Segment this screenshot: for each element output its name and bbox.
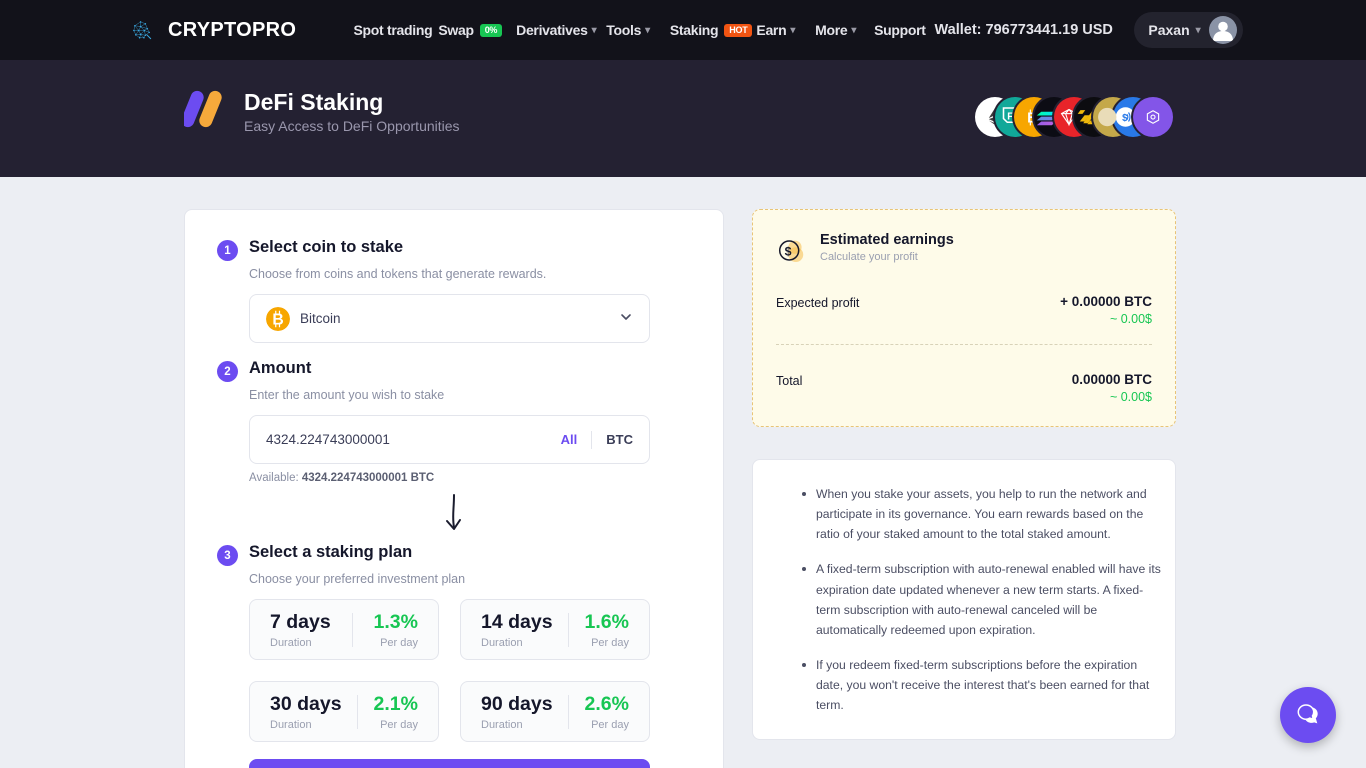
svg-text:B: B xyxy=(272,311,283,328)
svg-text:$: $ xyxy=(785,244,792,258)
svg-text:F: F xyxy=(1007,111,1013,122)
